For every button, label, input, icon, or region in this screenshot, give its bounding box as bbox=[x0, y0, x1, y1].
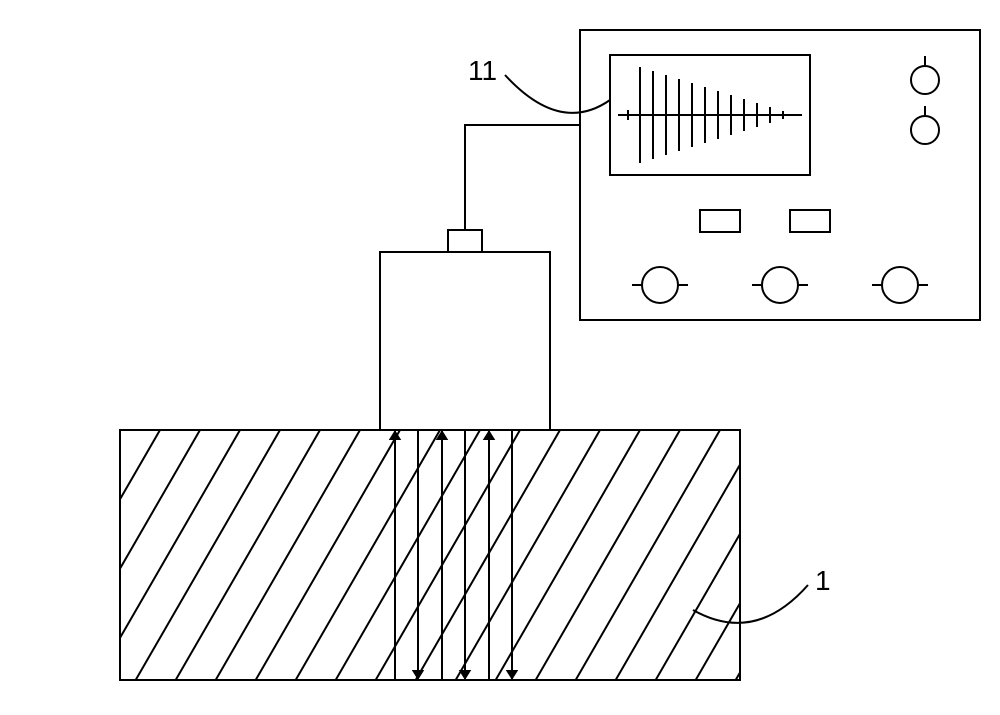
knob-small bbox=[911, 66, 939, 94]
leader-11 bbox=[505, 75, 610, 113]
transducer-connector bbox=[448, 230, 482, 252]
knob-large bbox=[762, 267, 798, 303]
diagram-canvas bbox=[0, 0, 1000, 715]
cable bbox=[465, 125, 580, 230]
label-11: 11 bbox=[468, 55, 497, 87]
indicator-rect bbox=[790, 210, 830, 232]
knob-large bbox=[642, 267, 678, 303]
label-1: 1 bbox=[815, 565, 831, 597]
knob-small bbox=[911, 116, 939, 144]
knob-large bbox=[882, 267, 918, 303]
transducer-body bbox=[380, 252, 550, 430]
block-hatch bbox=[0, 430, 920, 680]
indicator-rect bbox=[700, 210, 740, 232]
leader-1 bbox=[693, 585, 808, 623]
